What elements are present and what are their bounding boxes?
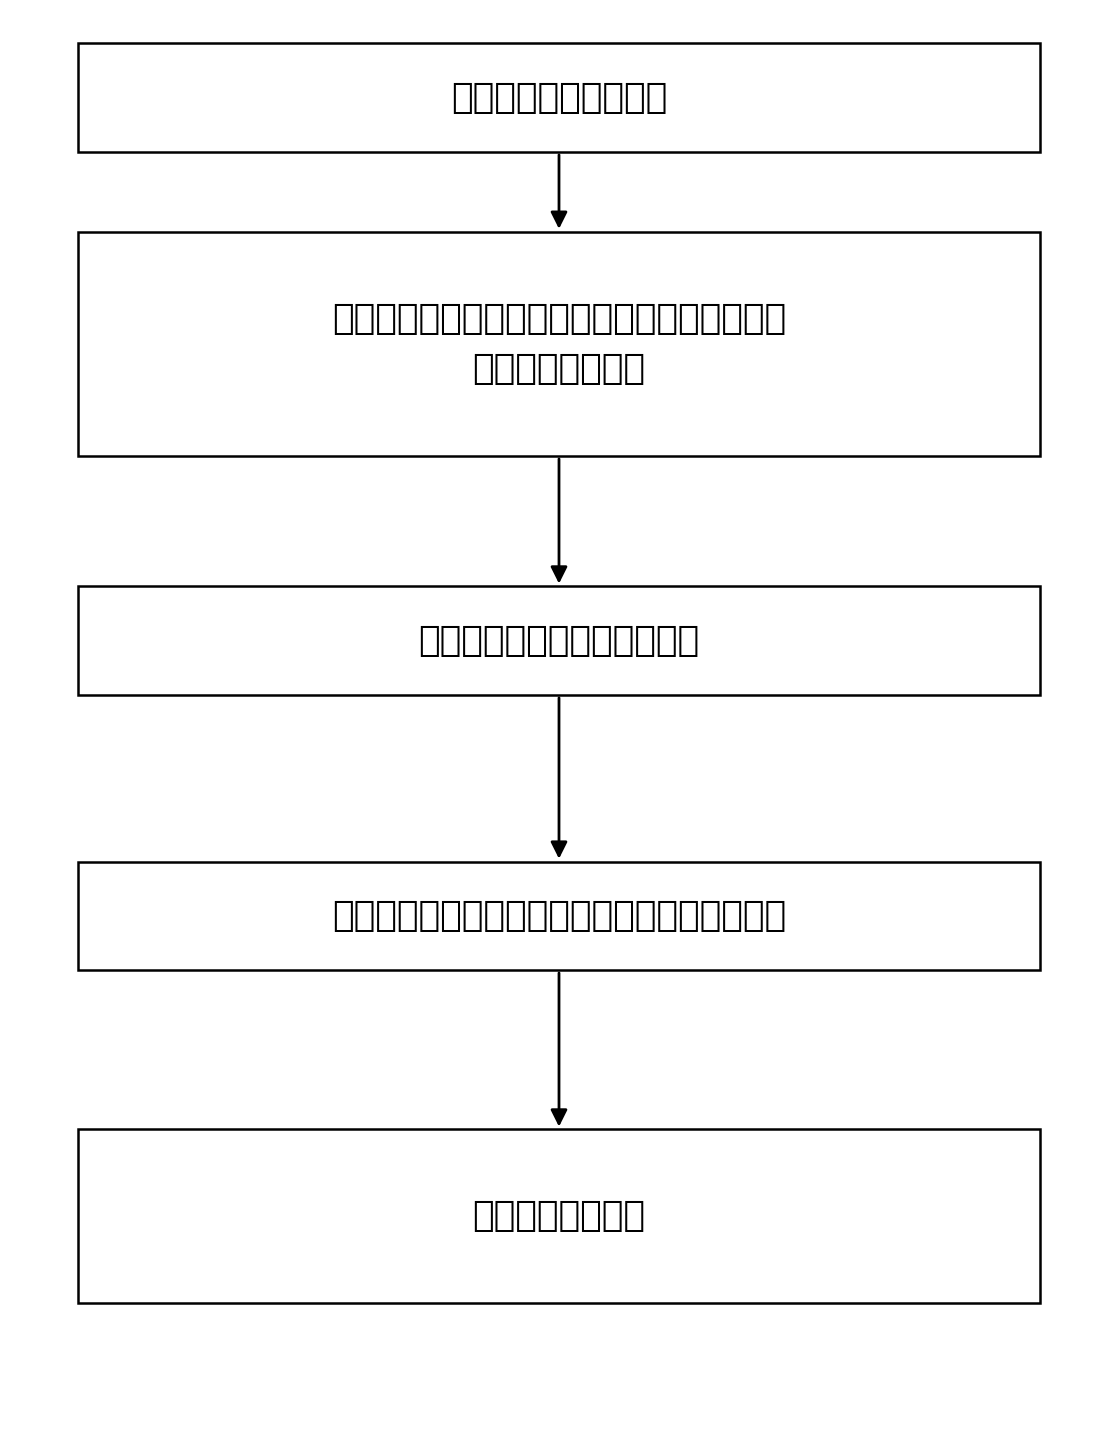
Text: 获取时域同步平均信号的频谱: 获取时域同步平均信号的频谱 <box>418 624 700 657</box>
Bar <box>78 586 1040 695</box>
Bar <box>78 862 1040 970</box>
Text: 获取第一齿轮特征指标集和第二齿轮特征指标集: 获取第一齿轮特征指标集和第二齿轮特征指标集 <box>332 899 786 933</box>
Bar <box>78 1129 1040 1303</box>
Text: 获取机械原始振动信号: 获取机械原始振动信号 <box>451 81 667 114</box>
Bar <box>78 43 1040 152</box>
Bar <box>78 232 1040 456</box>
Text: 用时域同步平均方法，得到机械原始振动信号的
时域同步平均信号: 用时域同步平均方法，得到机械原始振动信号的 时域同步平均信号 <box>332 301 786 387</box>
Text: 得到齿轮特征指标: 得到齿轮特征指标 <box>473 1199 645 1234</box>
